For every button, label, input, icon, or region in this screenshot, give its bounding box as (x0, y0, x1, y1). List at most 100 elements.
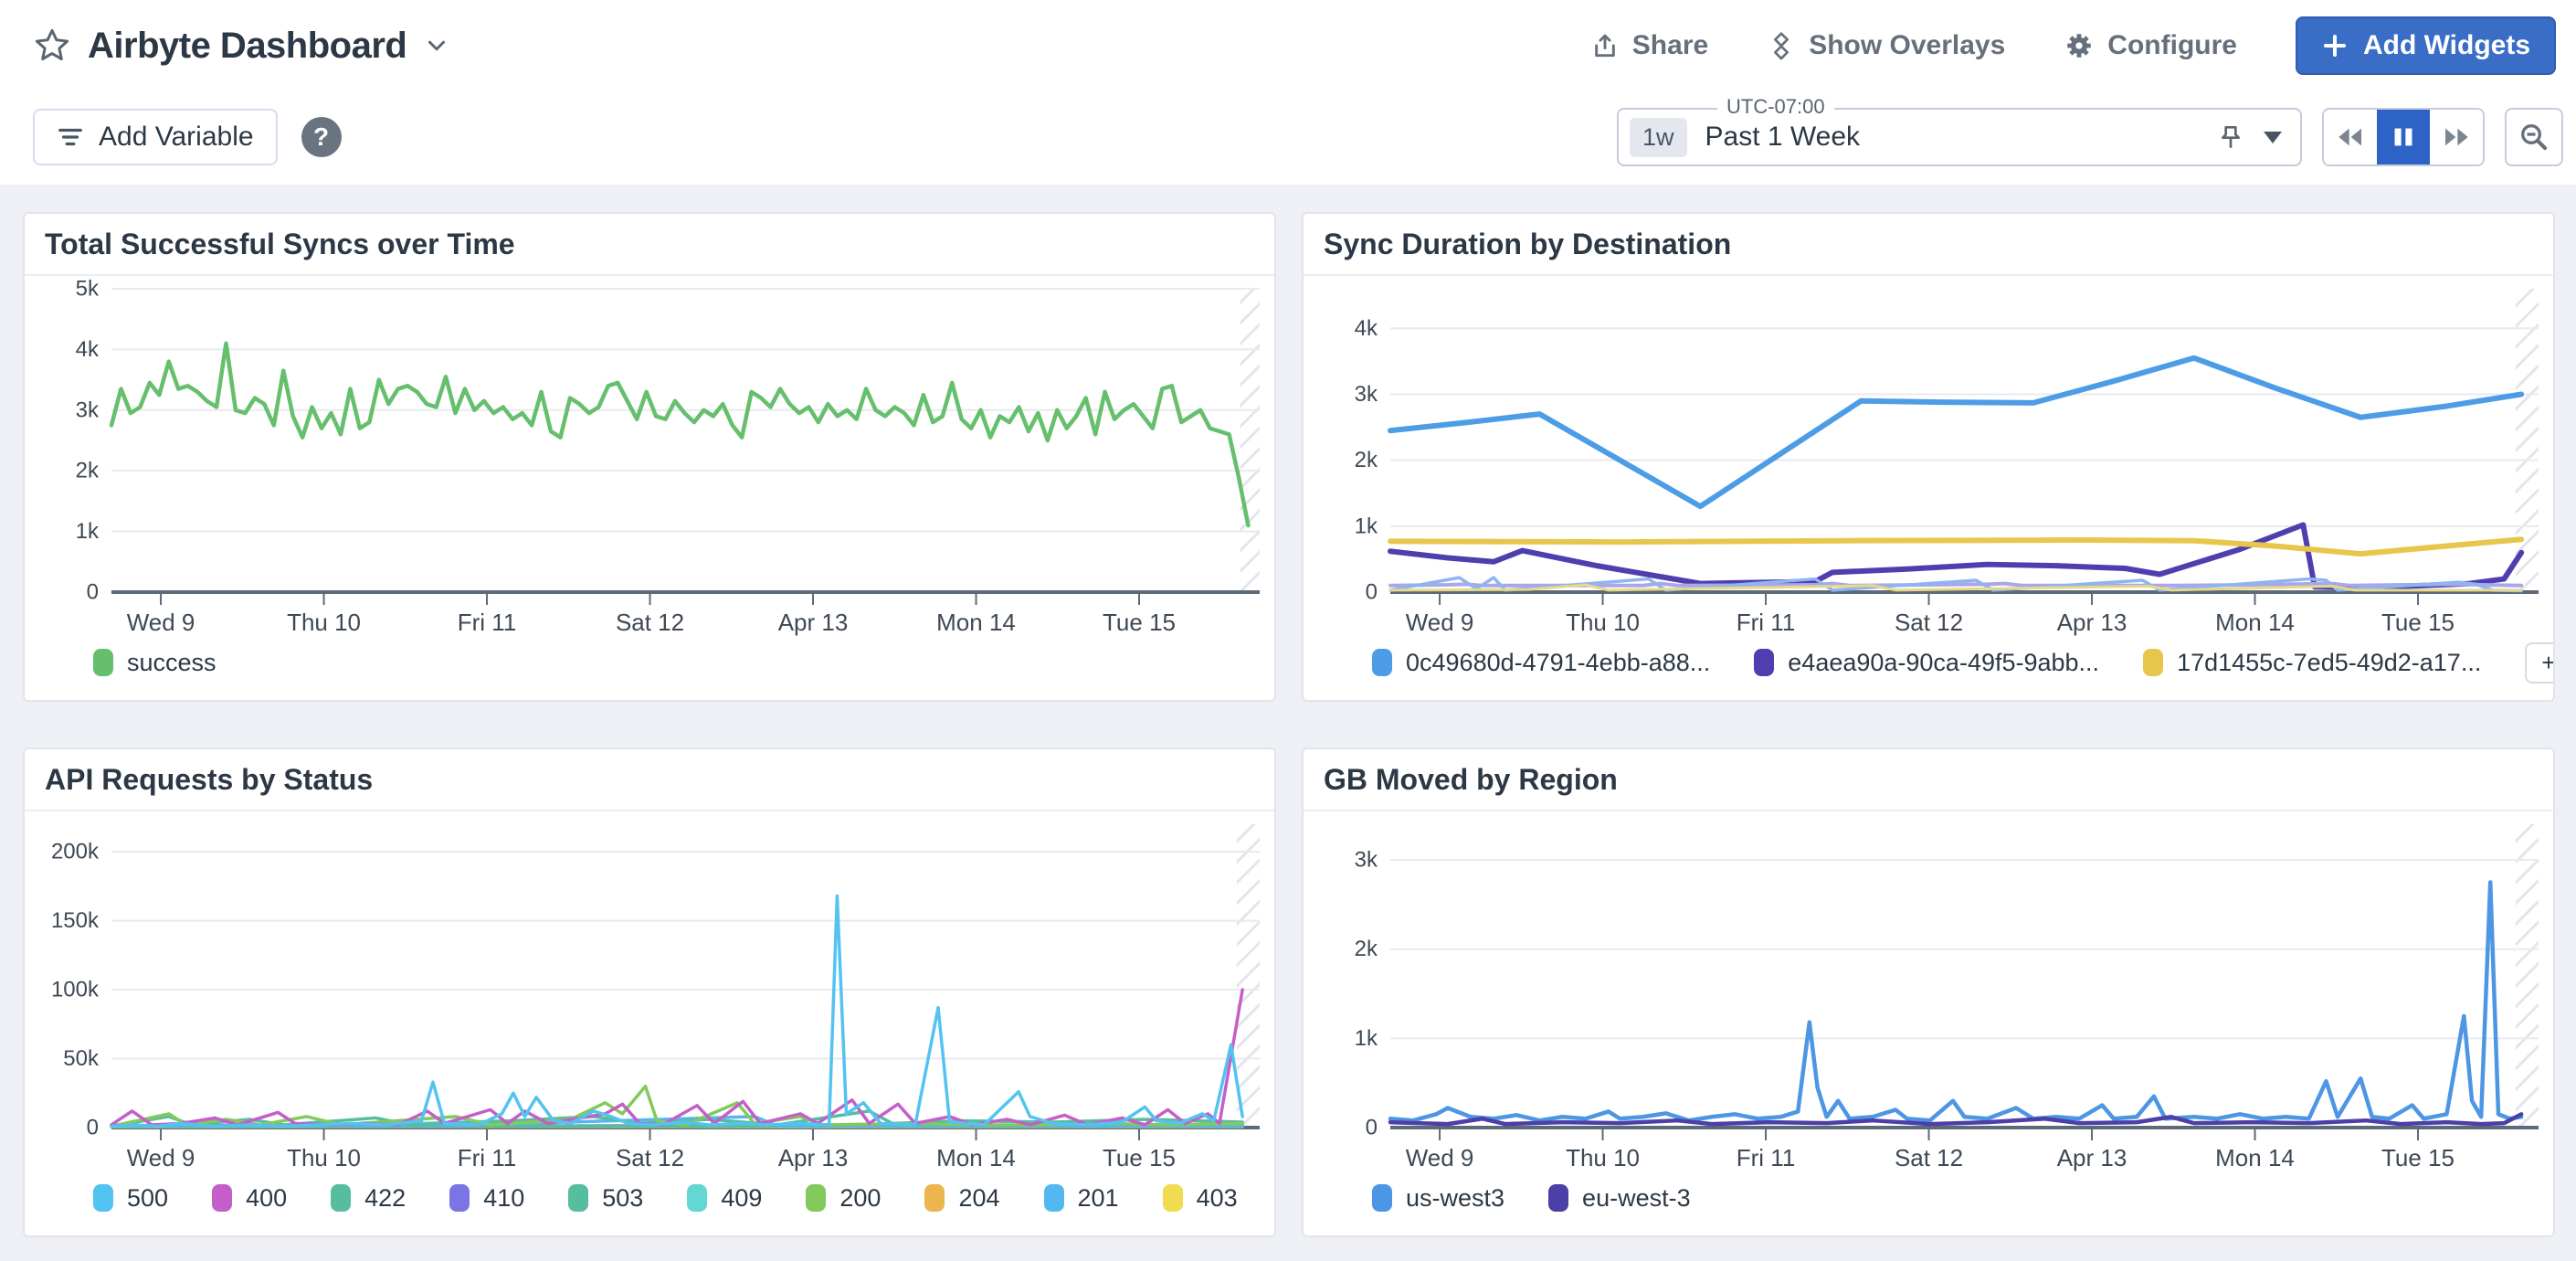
legend-color-chip (331, 1184, 352, 1212)
header-actions: Share Show Overlays (1590, 16, 2556, 75)
legend-label: e4aea90a-90ca-49f5-9abb... (1788, 648, 2100, 676)
legend-label: 409 (721, 1183, 763, 1212)
star-icon[interactable] (33, 26, 71, 65)
legend-more-badge[interactable]: +6 (2525, 641, 2553, 683)
y-tick-label: 150k (51, 908, 100, 933)
legend-item[interactable]: 409 (687, 1184, 762, 1213)
legend-item[interactable]: 403 (1162, 1184, 1238, 1213)
dropdown-caret-icon[interactable] (2264, 131, 2282, 143)
legend-item[interactable]: 17d1455c-7ed5-49d2-a17... (2143, 649, 2481, 677)
configure-label: Configure (2107, 30, 2237, 60)
series-line[interactable] (1388, 1112, 2524, 1127)
pause-button[interactable] (2377, 110, 2430, 164)
series-line[interactable] (1388, 522, 2525, 591)
range-label: Past 1 Week (1705, 122, 1861, 152)
syncs-chart-canvas[interactable]: 0 1k 2k 3k 4k 5k Wed 9 Thu 10 Fri 11 Sat 12 Apr 13… (25, 276, 1274, 640)
widget-title: GB Moved by Region (1304, 749, 2553, 811)
series-line[interactable] (1388, 880, 2524, 1123)
chart-legend: success (25, 640, 1274, 700)
share-icon (1594, 34, 1615, 58)
legend-label: 204 (958, 1183, 1000, 1212)
rewind-icon (2338, 128, 2361, 146)
x-tick-label: Sat 12 (1895, 609, 1963, 636)
legend-item[interactable]: e4aea90a-90ca-49f5-9abb... (1754, 649, 2099, 677)
x-tick-label: Apr 13 (2057, 1144, 2127, 1171)
legend-item[interactable]: us-west3 (1372, 1184, 1504, 1213)
overlays-icon (1774, 32, 1789, 60)
legend-color-chip (806, 1184, 827, 1212)
y-tick-label: 2k (1355, 448, 1378, 472)
x-tick-label: Mon 14 (936, 609, 1016, 636)
api-requests-chart-canvas[interactable]: 0 50k 100k 150k 200k Wed 9 Thu 10 Fri 11 Sat 12 A… (25, 811, 1274, 1175)
time-controls: UTC-07:00 1w Past 1 Week (1617, 95, 2563, 166)
legend-item[interactable]: 410 (449, 1184, 524, 1213)
legend-item[interactable]: success (93, 649, 216, 677)
configure-button[interactable]: Configure (2064, 30, 2237, 61)
y-tick-label: 100k (51, 978, 100, 1002)
x-tick-label: Tue 15 (2381, 609, 2455, 636)
add-widgets-button[interactable]: Add Widgets (2295, 16, 2556, 75)
legend-label: us-west3 (1406, 1183, 1505, 1212)
legend-item[interactable]: 200 (806, 1184, 881, 1213)
y-tick-label: 50k (63, 1046, 100, 1071)
fast-forward-button[interactable] (2430, 110, 2483, 164)
series-line[interactable] (110, 894, 1244, 1129)
legend-color-chip (1754, 649, 1775, 676)
series-line[interactable] (1388, 583, 2523, 592)
series-line[interactable] (1388, 355, 2525, 510)
series-line[interactable] (110, 988, 1244, 1127)
show-overlays-label: Show Overlays (1809, 30, 2006, 60)
series-line[interactable] (109, 341, 1251, 528)
legend-item[interactable]: 422 (331, 1184, 406, 1213)
share-button[interactable]: Share (1590, 30, 1708, 61)
time-range-picker[interactable]: UTC-07:00 1w Past 1 Week (1617, 95, 2302, 166)
add-widgets-label: Add Widgets (2362, 30, 2530, 60)
gb-moved-chart-canvas[interactable]: 0 1k 2k 3k Wed 9 Thu 10 Fri 11 Sat 12 Apr 13 Mon … (1304, 811, 2553, 1175)
x-tick-label: Mon 14 (2215, 1144, 2295, 1171)
legend-item[interactable]: 400 (212, 1184, 287, 1213)
legend-color-chip (568, 1184, 589, 1212)
legend-color-chip (1372, 649, 1392, 676)
legend-item[interactable]: 503 (568, 1184, 643, 1213)
sync-duration-chart-canvas[interactable]: 0 1k 2k 3k 4k Wed 9 Thu 10 Fri 11 Sat 12 Apr 13 Mo… (1304, 276, 2553, 640)
x-tick-label: Wed 9 (127, 1144, 195, 1171)
add-variable-button[interactable]: Add Variable (33, 109, 278, 165)
series-line[interactable] (1388, 536, 2525, 557)
legend-color-chip (1372, 1184, 1392, 1212)
chevron-down-icon[interactable] (423, 32, 450, 59)
x-tick-label: Thu 10 (1566, 609, 1640, 636)
series-line[interactable] (1388, 576, 2523, 593)
widget-grid: Total Successful Syncs over Time 0 1k 2k 3k… (0, 185, 2576, 1261)
future-data-zone (1236, 824, 1260, 1128)
pin-icon[interactable] (2216, 122, 2245, 152)
legend-color-chip (687, 1184, 708, 1212)
x-tick-label: Apr 13 (778, 1144, 849, 1171)
help-icon[interactable]: ? (301, 117, 342, 157)
legend-color-chip (449, 1184, 470, 1212)
show-overlays-button[interactable]: Show Overlays (1767, 30, 2005, 61)
legend-label: 0c49680d-4791-4ebb-a88... (1406, 648, 1711, 676)
legend-item[interactable]: 204 (924, 1183, 1000, 1213)
chart-legend: 0c49680d-4791-4ebb-a88... e4aea90a-90ca-4… (1304, 640, 2553, 700)
x-tick-label: Tue 15 (2381, 1144, 2455, 1171)
x-tick-label: Apr 13 (778, 609, 849, 636)
widget-gb-moved-by-region: GB Moved by Region 0 1k 2k 3k Wed 9 Thu 10 Fri… (1302, 747, 2555, 1237)
legend-item[interactable]: 201 (1043, 1183, 1119, 1213)
zoom-out-button[interactable] (2505, 108, 2563, 166)
legend-label: 422 (364, 1183, 406, 1212)
legend-item[interactable]: 0c49680d-4791-4ebb-a88... (1372, 649, 1710, 677)
rewind-button[interactable] (2324, 110, 2377, 164)
future-data-zone (2515, 289, 2539, 592)
chart-box: 0 1k 2k 3k 4k 5k Wed 9 Thu 10 Fri 11 Sat 12 Apr 13… (25, 276, 1274, 640)
page-title: Airbyte Dashboard (88, 25, 407, 66)
legend-item[interactable]: eu-west-3 (1548, 1184, 1691, 1213)
x-tick-label: Fri 11 (1737, 609, 1796, 636)
toolbar-row: Add Variable ? UTC-07:00 1w Past 1 Week (0, 91, 2576, 183)
zoom-out-icon (2521, 124, 2548, 151)
x-tick-label: Tue 15 (1103, 1144, 1176, 1171)
legend-item[interactable]: 500 (93, 1184, 168, 1213)
range-badge: 1w (1630, 117, 1687, 157)
legend-label: 201 (1077, 1183, 1119, 1212)
legend-color-chip (212, 1184, 233, 1212)
